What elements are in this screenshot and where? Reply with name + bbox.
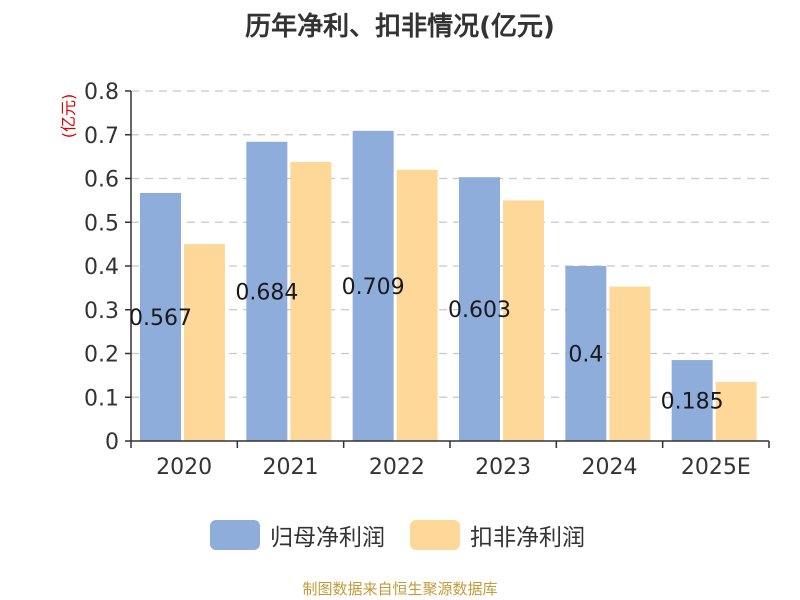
bar-parent-net-profit[interactable] <box>352 130 394 441</box>
x-tick-label: 2021 <box>263 455 319 480</box>
legend-label-deducted-net-profit: 扣非净利润 <box>470 525 585 551</box>
data-label: 0.603 <box>448 298 511 323</box>
bar-parent-net-profit[interactable] <box>459 177 500 441</box>
bar-parent-net-profit[interactable] <box>671 360 713 441</box>
grid-lines <box>131 90 769 398</box>
legend-swatch-parent-net-profit <box>210 520 260 550</box>
x-tick-label: 2023 <box>475 455 531 480</box>
y-tick-label: 0.8 <box>84 80 119 105</box>
bar-parent-net-profit[interactable] <box>246 141 288 441</box>
bar-parent-net-profit[interactable] <box>140 192 181 441</box>
legend-swatch-deducted-net-profit <box>410 520 460 550</box>
axes: 0 0.1 0.2 0.3 0.4 0.5 0.6 0.7 0.8 2020 2021 2022 202… <box>84 80 770 480</box>
y-tick-label: 0.6 <box>84 168 119 193</box>
bar-deducted-net-profit[interactable] <box>715 381 757 441</box>
data-label: 0.567 <box>129 306 192 331</box>
y-tick-label: 0.5 <box>84 211 119 236</box>
x-tick-label: 2025E <box>681 455 751 480</box>
bar-parent-net-profit[interactable] <box>565 266 607 441</box>
data-source-note: 制图数据来自恒生聚源数据库 <box>302 580 498 598</box>
data-label: 0.684 <box>235 280 298 305</box>
y-tick-label: 0.2 <box>84 343 119 368</box>
data-labels: 0.567 0.684 0.709 0.603 0.4 0.185 <box>129 275 724 415</box>
y-tick-label: 0.3 <box>84 299 119 324</box>
bar-deducted-net-profit[interactable] <box>503 200 544 441</box>
legend-label-parent-net-profit: 归母净利润 <box>270 525 385 551</box>
bar-deducted-net-profit[interactable] <box>609 286 651 441</box>
x-tick-label: 2020 <box>156 455 212 480</box>
bar-deducted-net-profit[interactable] <box>396 169 438 441</box>
x-tick-label: 2022 <box>369 455 425 480</box>
chart-title: 历年净利、扣非情况(亿元) <box>245 12 555 42</box>
bars <box>140 130 757 441</box>
data-label: 0.185 <box>661 390 724 415</box>
legend-item-parent-net-profit[interactable]: 归母净利润 <box>210 518 385 552</box>
legend-item-deducted-net-profit[interactable]: 扣非净利润 <box>410 518 585 552</box>
y-axis-unit-label: (亿元) <box>59 94 78 139</box>
bar-deducted-net-profit[interactable] <box>184 244 225 441</box>
y-tick-label: 0 <box>105 430 119 455</box>
bar-deducted-net-profit[interactable] <box>290 161 332 441</box>
y-tick-label: 0.1 <box>84 386 119 411</box>
y-tick-label: 0.7 <box>84 124 119 149</box>
y-tick-label: 0.4 <box>84 255 119 280</box>
x-tick-label: 2024 <box>582 455 638 480</box>
data-label: 0.709 <box>342 275 405 300</box>
data-label: 0.4 <box>568 343 603 368</box>
